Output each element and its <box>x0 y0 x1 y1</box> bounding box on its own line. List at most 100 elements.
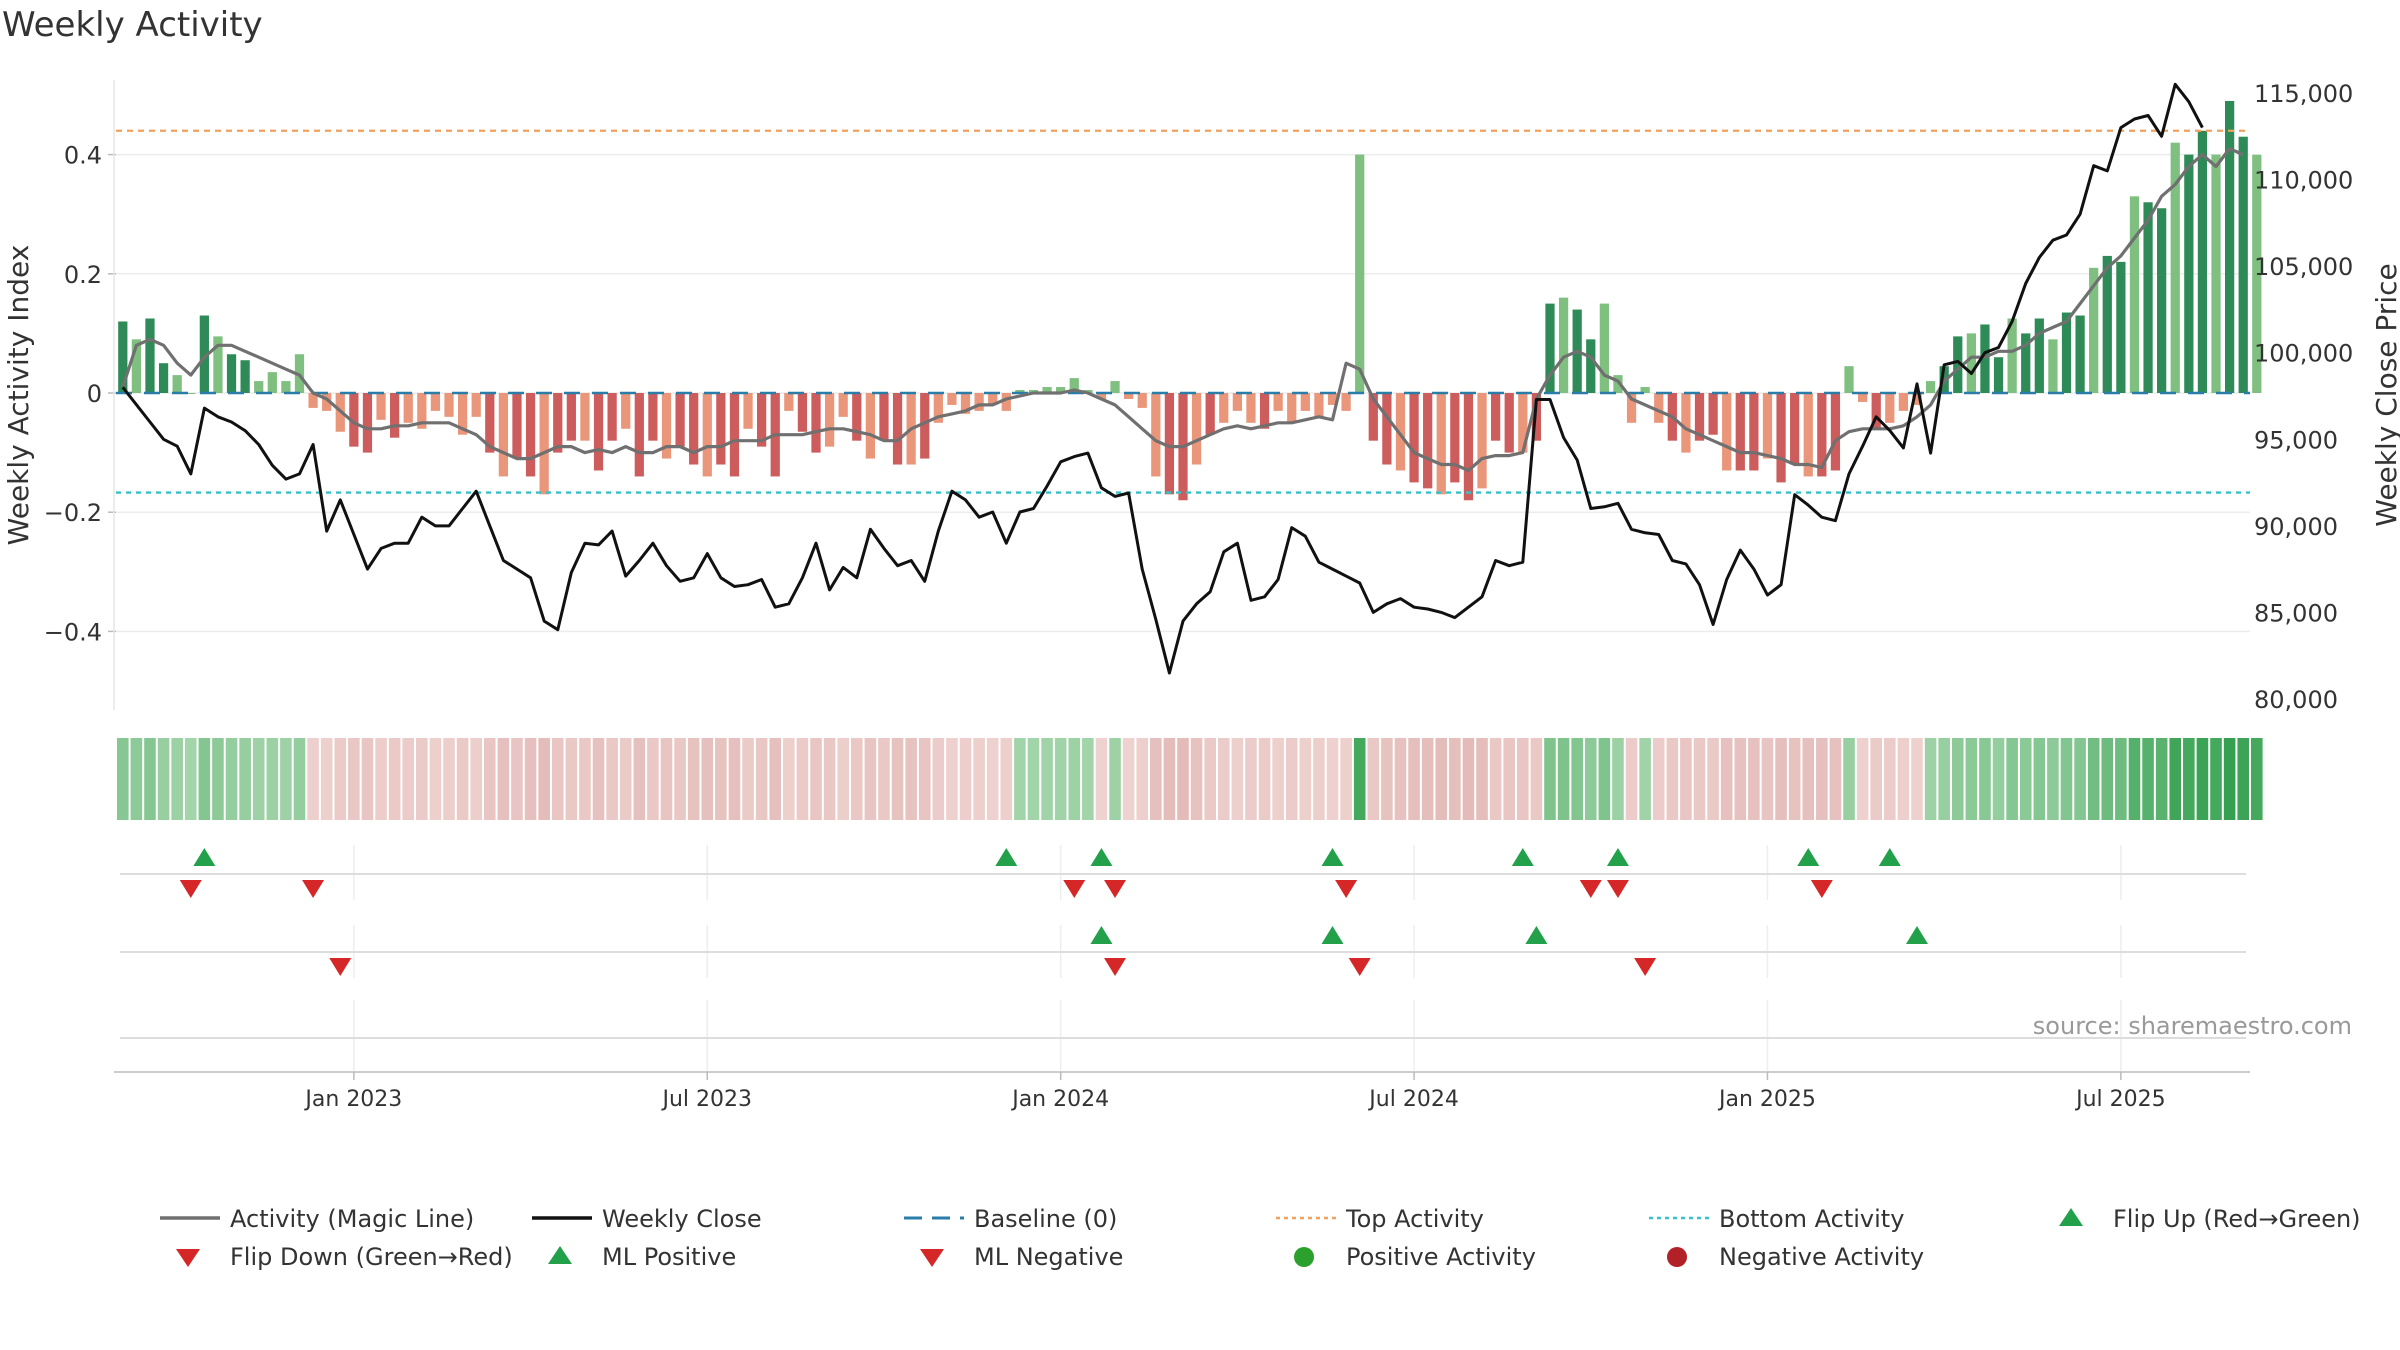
strip-cell <box>443 738 455 820</box>
strip-cell <box>891 738 904 820</box>
activity-bar <box>920 393 930 459</box>
legend-item: Bottom Activity <box>1649 1205 1904 1233</box>
activity-bar <box>390 393 400 438</box>
strip-cell <box>1571 738 1583 820</box>
activity-bar <box>1450 393 1460 483</box>
strip-cell <box>1217 738 1230 820</box>
strip-cell <box>796 738 809 820</box>
legend-swatch-circle <box>1667 1247 1687 1267</box>
activity-bar <box>1681 393 1691 453</box>
strip-cell <box>2047 738 2059 820</box>
strip-cell <box>1313 738 1325 820</box>
legend-item: Activity (Magic Line) <box>160 1205 474 1233</box>
strip-cell <box>1965 738 1978 820</box>
left-tick-label: −0.2 <box>44 499 102 527</box>
strip-cell <box>497 738 510 820</box>
strip-cell <box>1122 738 1135 820</box>
activity-bar <box>634 393 644 477</box>
strip-cell <box>579 738 591 820</box>
activity-bar <box>145 318 155 393</box>
activity-bar <box>1042 387 1052 393</box>
flip-down-marker <box>1810 880 1833 898</box>
activity-bar <box>1640 387 1650 393</box>
ml-negative-marker <box>1634 958 1657 976</box>
strip-cell <box>1884 738 1896 820</box>
strip-cell <box>293 738 306 820</box>
strip-cell <box>1693 738 1706 820</box>
activity-bar <box>1722 393 1732 471</box>
strip-cell <box>647 738 659 820</box>
strip-cell <box>280 738 292 820</box>
activity-bar <box>1477 393 1487 489</box>
activity-bar <box>2157 208 2167 393</box>
activity-bar <box>1110 381 1120 393</box>
strip-cell <box>2223 738 2236 820</box>
activity-bar <box>1287 393 1297 423</box>
ml-positive-marker <box>1525 926 1548 944</box>
activity-bar <box>1953 336 1963 393</box>
activity-bar <box>1382 393 1392 465</box>
flip-down-marker <box>179 880 202 898</box>
axes: 0.4 0.2 0 −0.2 −0.4 115,000 110,000 105,000 100,… <box>44 80 2353 714</box>
strip-cell <box>1353 738 1366 820</box>
x-tick-label: Jan 2024 <box>1010 1087 1109 1112</box>
strip-cell <box>538 738 550 820</box>
legend-label: Top Activity <box>1345 1205 1484 1233</box>
activity-bar <box>1694 393 1705 441</box>
activity-bar <box>1762 393 1773 459</box>
strip-cell <box>1938 738 1950 820</box>
strip-cell <box>551 738 564 820</box>
strip-cell <box>1408 738 1420 820</box>
activity-bar <box>2170 142 2180 393</box>
activity-bar <box>1246 393 1256 423</box>
strip-cell <box>783 738 795 820</box>
left-tick-label: 0 <box>87 380 102 408</box>
activity-bar <box>2224 100 2235 394</box>
strip-cell <box>810 738 822 820</box>
activity-bar <box>1599 303 1609 393</box>
right-tick-label: 95,000 <box>2254 426 2338 454</box>
strip-cell <box>212 738 224 820</box>
activity-bar <box>1830 393 1841 471</box>
activity-bar <box>2048 339 2058 393</box>
x-axis: Jan 2023 Jul 2023 Jan 2024 Jul 2024 Jan 2025… <box>114 1071 2250 1112</box>
strip-cell <box>1095 738 1108 820</box>
activity-bar <box>281 381 291 393</box>
series-lines <box>121 82 2244 675</box>
activity-bar <box>1300 393 1310 411</box>
activity-bar <box>1993 357 2004 393</box>
strip-cell <box>769 738 782 820</box>
legend-label: Flip Down (Green→Red) <box>230 1243 513 1271</box>
strip-cell <box>1503 738 1516 820</box>
strip-cell <box>850 738 863 820</box>
legend-item: Flip Down (Green→Red) <box>176 1243 513 1271</box>
strip-cell <box>755 738 768 820</box>
activity-bar <box>1463 393 1474 501</box>
strip-cell <box>483 738 496 820</box>
activity-bar <box>498 393 509 477</box>
y-axis-left-label: Weekly Activity Index <box>2 245 35 546</box>
flip-up-marker <box>1606 848 1629 866</box>
strip-cell <box>1829 738 1842 820</box>
legend-label: Baseline (0) <box>974 1205 1117 1233</box>
legend-swatch-circle <box>1294 1247 1314 1267</box>
activity-bar <box>2021 333 2031 393</box>
activity-bar <box>1273 393 1283 411</box>
strip-cell <box>361 738 374 820</box>
activity-bar <box>2034 318 2044 393</box>
activity-bar <box>2061 312 2072 393</box>
activity-bar <box>2116 261 2126 393</box>
activity-bar <box>1885 393 1895 423</box>
strip-cell <box>1435 738 1448 820</box>
strip-cell <box>198 738 211 820</box>
flip-up-marker <box>995 848 1018 866</box>
activity-bar <box>960 393 971 414</box>
strip-cell <box>252 738 265 820</box>
strip-cell <box>1340 738 1352 820</box>
legend-label: ML Negative <box>974 1243 1123 1271</box>
flip-down-marker <box>1335 880 1358 898</box>
activity-bar <box>824 393 835 447</box>
legend-label: Weekly Close <box>602 1205 762 1233</box>
activity-bar <box>2102 255 2112 393</box>
